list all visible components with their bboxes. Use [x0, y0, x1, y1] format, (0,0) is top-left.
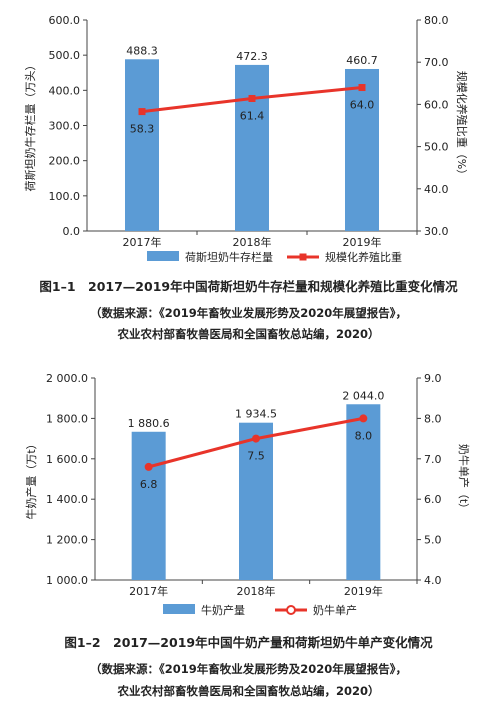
- line-point: [252, 434, 260, 443]
- left-tick-label: 1 800.0: [46, 412, 88, 425]
- right-tick-label: 80.0: [424, 14, 449, 27]
- left-tick-label: 1 200.0: [46, 534, 88, 547]
- right-tick-label: 60.0: [424, 98, 449, 111]
- legend-line-marker: [286, 605, 296, 615]
- left-tick-label: 0.0: [63, 225, 81, 238]
- bar-value-label: 1 880.6: [128, 417, 170, 430]
- line-point: [144, 462, 153, 471]
- bar: [239, 422, 273, 580]
- legend-line-marker: [299, 253, 307, 261]
- y-axis-title: 牛奶产量（万t）: [24, 438, 38, 519]
- figure-2-title: 图1–2 2017—2019年中国牛奶产量和荷斯坦奶牛单产变化情况: [64, 635, 433, 650]
- figure-2-source-line-1: （数据来源：《2019年畜牧业发展形势及2020年展望报告》，: [89, 662, 407, 676]
- line-point: [359, 414, 368, 423]
- figure-1-source-line-1: （数据来源：《2019年畜牧业发展形势及2020年展望报告》，: [89, 306, 407, 320]
- x-tick-label: 2018年: [233, 235, 272, 249]
- bar-value-label: 2 044.0: [342, 389, 384, 402]
- left-tick-label: 100.0: [49, 190, 81, 203]
- chart-1: 0.0 100.0 200.0 300.0 400.0 500.0 600.0 30.0 40.…: [23, 14, 469, 262]
- bar-value-label: 1 934.5: [235, 408, 277, 421]
- legend-bar-swatch: [163, 604, 195, 614]
- line-value-label: 61.4: [240, 109, 265, 122]
- legend-line-label: 规模化养殖比重: [325, 250, 402, 262]
- bar: [346, 404, 381, 580]
- x-tick-label: 2019年: [344, 584, 383, 598]
- line-value-label: 64.0: [350, 99, 375, 112]
- legend-bar-swatch: [147, 251, 179, 261]
- left-tick-label: 300.0: [49, 120, 81, 133]
- bar: [235, 64, 269, 231]
- x-tick-label: 2017年: [129, 584, 168, 598]
- right-tick-label: 70.0: [424, 56, 449, 69]
- line-value-label: 6.8: [140, 478, 158, 491]
- right-tick-label: 6.0: [424, 493, 442, 506]
- right-tick-label: 9.0: [424, 372, 442, 385]
- chart-2: 1 000.0 1 200.0 1 400.0 1 600.0 1 800.0 2 000…: [24, 372, 471, 617]
- line-value-label: 8.0: [355, 429, 373, 442]
- left-tick-label: 600.0: [49, 14, 81, 27]
- line-value-label: 58.3: [130, 123, 155, 136]
- y-axis-title: 荷斯坦奶牛存栏量（万头）: [23, 60, 37, 192]
- legend-bar-label: 牛奶产量: [201, 603, 245, 617]
- bar-value-label: 488.3: [126, 44, 158, 57]
- bar: [125, 59, 159, 232]
- right-tick-label: 4.0: [424, 574, 442, 587]
- y2-axis-title: 规模化养殖比重（%）: [455, 71, 469, 180]
- left-tick-label: 1 600.0: [46, 453, 88, 466]
- line-point: [358, 84, 366, 92]
- legend-bar-label: 荷斯坦奶牛存栏量: [185, 250, 273, 262]
- left-tick-label: 400.0: [49, 84, 81, 97]
- right-tick-label: 50.0: [424, 141, 449, 154]
- right-tick-label: 40.0: [424, 183, 449, 196]
- left-tick-label: 200.0: [49, 155, 81, 168]
- line-point: [248, 94, 256, 102]
- legend-line-label: 奶牛单产: [313, 603, 357, 617]
- right-tick-label: 5.0: [424, 534, 442, 547]
- bar-value-label: 460.7: [346, 54, 378, 67]
- bar: [345, 68, 379, 231]
- bar-value-label: 472.3: [236, 50, 268, 63]
- x-tick-label: 2019年: [343, 235, 382, 249]
- right-tick-label: 7.0: [424, 453, 442, 466]
- left-tick-label: 2 000.0: [46, 372, 88, 385]
- bar: [131, 431, 166, 580]
- y2-axis-title: 奶牛单产（t）: [457, 444, 471, 514]
- left-tick-label: 1 000.0: [46, 574, 88, 587]
- line-value-label: 7.5: [247, 450, 265, 463]
- left-tick-label: 1 400.0: [46, 493, 88, 506]
- right-tick-label: 8.0: [424, 412, 442, 425]
- figure-1-source-line-2: 农业农村部畜牧兽医局和全国畜牧总站编，2020）: [117, 327, 380, 341]
- figure-1-title: 图1–1 2017—2019年中国荷斯坦奶牛存栏量和规模化养殖比重变化情况: [39, 279, 458, 294]
- x-tick-label: 2017年: [123, 235, 162, 249]
- right-tick-label: 30.0: [424, 225, 449, 238]
- left-tick-label: 500.0: [49, 49, 81, 62]
- x-tick-label: 2018年: [237, 584, 276, 598]
- line-point: [138, 108, 146, 116]
- figure-2-source-line-2: 农业农村部畜牧兽医局和全国畜牧总站编，2020）: [117, 684, 380, 698]
